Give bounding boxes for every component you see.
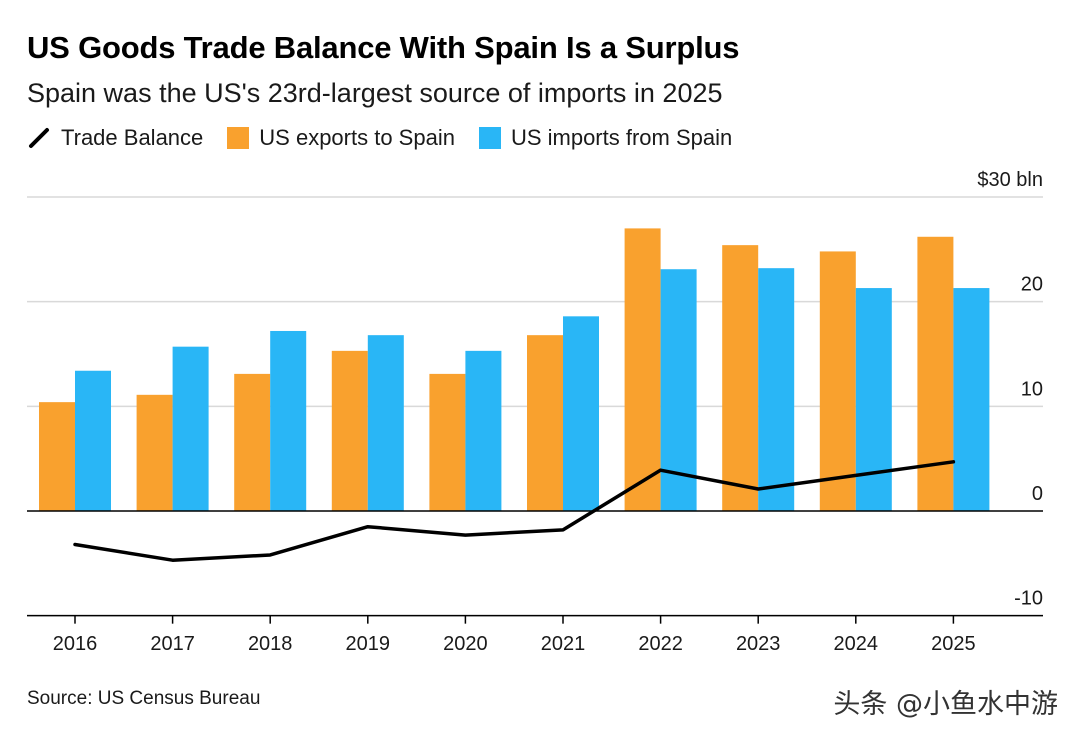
x-tick-label: 2021 — [541, 633, 586, 655]
x-tick-label: 2023 — [736, 633, 781, 655]
x-tick-label: 2020 — [443, 633, 488, 655]
legend-label-exports: US exports to Spain — [259, 125, 455, 150]
bar-imports — [75, 370, 111, 511]
bar-exports — [429, 373, 466, 511]
bar-exports — [234, 373, 271, 511]
bar-exports — [136, 394, 173, 511]
legend-item-trade-balance: Trade Balance — [27, 125, 203, 151]
bar-imports — [172, 346, 209, 511]
legend-item-exports: US exports to Spain — [227, 125, 455, 151]
x-tick-label: 2025 — [931, 633, 976, 655]
bar-imports — [953, 288, 990, 511]
legend-swatch-imports — [478, 127, 501, 149]
bar-imports — [758, 268, 795, 511]
watermark: 头条 @小鱼水中游 — [833, 689, 1058, 720]
bar-imports — [465, 350, 502, 511]
bar-imports — [270, 330, 307, 511]
x-tick-label: 2022 — [638, 633, 683, 655]
bar-exports — [331, 350, 368, 511]
y-tick-label: 10 — [1021, 378, 1043, 400]
legend-swatch-exports — [227, 127, 250, 149]
bar-imports — [563, 316, 599, 511]
bar-exports — [624, 228, 661, 511]
bar-imports — [855, 288, 892, 511]
x-tick-label: 2018 — [248, 633, 293, 655]
trade-balance-line — [73, 460, 956, 562]
x-tick-label: 2019 — [346, 633, 391, 655]
y-tick-label: 0 — [1032, 483, 1043, 505]
bar-exports — [527, 335, 563, 511]
legend-label-imports: US imports from Spain — [510, 125, 733, 150]
bar-exports — [819, 251, 856, 511]
bar-exports — [917, 236, 954, 512]
x-tick-label: 2024 — [834, 633, 879, 655]
bar-exports — [39, 402, 75, 511]
x-tick-label: 2016 — [53, 633, 98, 655]
x-tick-label: 2017 — [150, 633, 195, 655]
source-note: Source: US Census Bureau — [27, 688, 261, 709]
legend-line-swatch — [29, 128, 49, 148]
y-tick-label: -10 — [1014, 588, 1043, 610]
chart-subtitle: Spain was the US's 23rd-largest source o… — [27, 78, 723, 108]
legend-label-trade-balance: Trade Balance — [61, 125, 204, 150]
bar-imports — [367, 335, 404, 511]
y-tick-label: $30 bln — [977, 169, 1043, 191]
chart-title: US Goods Trade Balance With Spain Is a S… — [27, 30, 740, 65]
legend: Trade Balance US exports to Spain US imp… — [27, 124, 756, 152]
y-tick-label: 20 — [1021, 274, 1043, 296]
bar-exports — [722, 245, 759, 511]
legend-item-imports: US imports from Spain — [478, 125, 733, 151]
